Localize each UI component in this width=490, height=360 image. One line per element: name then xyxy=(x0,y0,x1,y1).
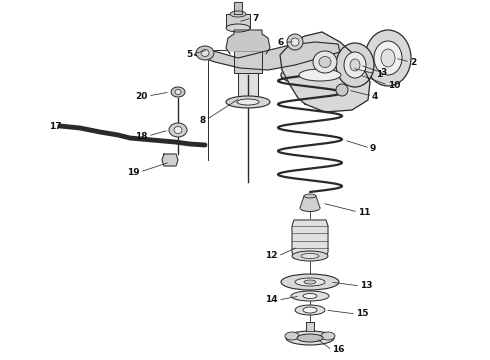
Ellipse shape xyxy=(303,307,317,313)
Ellipse shape xyxy=(230,11,246,17)
Ellipse shape xyxy=(336,43,374,87)
Ellipse shape xyxy=(291,38,299,46)
Ellipse shape xyxy=(196,46,214,60)
Ellipse shape xyxy=(171,87,185,97)
Ellipse shape xyxy=(304,194,316,198)
Ellipse shape xyxy=(374,41,402,75)
Text: 9: 9 xyxy=(370,144,376,153)
Polygon shape xyxy=(300,196,320,208)
Text: 18: 18 xyxy=(136,131,148,140)
Ellipse shape xyxy=(291,291,329,301)
Ellipse shape xyxy=(295,305,325,315)
Ellipse shape xyxy=(381,49,395,67)
Text: 14: 14 xyxy=(266,296,278,305)
Ellipse shape xyxy=(301,253,319,258)
Ellipse shape xyxy=(169,123,187,137)
Ellipse shape xyxy=(287,34,303,50)
Text: 20: 20 xyxy=(136,91,148,100)
Ellipse shape xyxy=(300,204,320,212)
Ellipse shape xyxy=(350,59,360,71)
Ellipse shape xyxy=(281,274,339,290)
Text: 2: 2 xyxy=(410,58,416,67)
Polygon shape xyxy=(280,32,370,112)
Bar xyxy=(306,322,314,331)
Text: 3: 3 xyxy=(380,68,386,77)
Ellipse shape xyxy=(174,126,182,134)
Ellipse shape xyxy=(313,51,337,73)
Ellipse shape xyxy=(201,49,209,57)
Text: 12: 12 xyxy=(266,252,278,261)
Bar xyxy=(238,53,258,105)
Polygon shape xyxy=(162,154,178,166)
Ellipse shape xyxy=(303,293,317,298)
Bar xyxy=(226,14,250,28)
Polygon shape xyxy=(234,2,242,14)
Ellipse shape xyxy=(297,334,323,342)
Text: 19: 19 xyxy=(127,167,140,176)
Text: 16: 16 xyxy=(332,346,344,355)
Text: 11: 11 xyxy=(358,207,370,216)
Text: 5: 5 xyxy=(186,50,192,59)
Polygon shape xyxy=(195,42,340,70)
Ellipse shape xyxy=(365,30,411,86)
Ellipse shape xyxy=(344,52,366,78)
Text: 8: 8 xyxy=(200,116,206,125)
Text: 1: 1 xyxy=(376,69,382,78)
Ellipse shape xyxy=(237,99,259,105)
Ellipse shape xyxy=(292,251,328,261)
Text: 7: 7 xyxy=(252,14,258,23)
Bar xyxy=(234,51,262,73)
Ellipse shape xyxy=(226,24,250,32)
Ellipse shape xyxy=(321,332,335,340)
Ellipse shape xyxy=(336,84,348,96)
Text: 15: 15 xyxy=(356,310,368,319)
Ellipse shape xyxy=(286,331,334,345)
Ellipse shape xyxy=(175,90,181,95)
Ellipse shape xyxy=(285,332,299,340)
Text: 4: 4 xyxy=(372,91,378,100)
Text: 17: 17 xyxy=(49,122,62,131)
Ellipse shape xyxy=(295,278,325,286)
Ellipse shape xyxy=(304,280,316,284)
Ellipse shape xyxy=(299,69,341,81)
Ellipse shape xyxy=(226,96,270,108)
Text: 13: 13 xyxy=(360,282,372,291)
Polygon shape xyxy=(292,220,328,258)
Text: 6: 6 xyxy=(278,37,284,46)
Ellipse shape xyxy=(281,64,359,86)
Text: 10: 10 xyxy=(388,81,400,90)
Polygon shape xyxy=(226,30,270,54)
Ellipse shape xyxy=(319,57,331,68)
